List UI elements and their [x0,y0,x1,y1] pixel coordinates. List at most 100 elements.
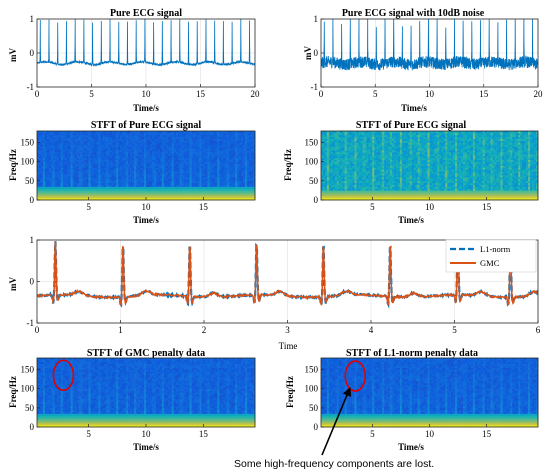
heatmap-cell [38,186,42,189]
heatmap-cell [155,188,159,191]
heatmap-cell [167,184,171,187]
heatmap-cell [64,196,68,199]
heatmap-cell [332,175,336,178]
heatmap-cell [130,132,133,136]
heatmap-cell [211,165,214,168]
heatmap-cell [144,144,147,147]
heatmap-cell [223,163,226,166]
heatmap-cell [64,171,68,174]
heatmap-cell [358,169,361,172]
plot-area [36,130,256,201]
heatmap-cell [130,194,133,197]
heatmap-cell [326,196,330,199]
heatmap-cell [195,132,198,136]
x-tick-label: 20 [534,89,544,99]
heatmap-cell [219,138,222,141]
heatmap-cell [84,180,87,184]
heatmap-cell [147,157,151,161]
heatmap-cell [163,177,167,180]
heatmap-cell [191,148,194,151]
heatmap-cell [108,167,111,170]
heatmap-cell [44,159,48,162]
heatmap-cell [72,136,75,139]
heatmap-cell [330,177,334,180]
heatmap-cell [328,150,332,153]
heatmap-cell [44,194,48,197]
heatmap-cell [336,159,340,162]
heatmap-cell [104,175,107,178]
heatmap-cell [227,155,230,159]
heatmap-cell [225,167,228,170]
heatmap-cell [243,154,246,157]
heatmap-cell [324,173,328,176]
heatmap-cell [203,173,206,176]
heatmap-cell [203,132,206,136]
heatmap-cell [215,132,218,136]
heatmap-cell [37,131,40,134]
heatmap-cell [46,171,50,174]
heatmap-cell [126,198,129,201]
heatmap-cell [344,134,347,138]
heatmap-cell [338,155,342,159]
heatmap-cell [338,144,342,147]
heatmap-cell [128,161,131,164]
heatmap-cell [100,184,103,187]
heatmap-cell [249,167,252,170]
heatmap-cell [183,177,186,180]
heatmap-cell [241,198,244,201]
heatmap-cell [366,138,369,141]
heatmap-cell [78,171,81,174]
heatmap-cell [130,196,133,199]
heatmap-cell [96,177,99,180]
heatmap-cell [177,165,180,168]
heatmap-cell [56,159,60,162]
heatmap-cell [239,142,242,145]
heatmap-cell [136,138,139,141]
heatmap-cell [64,178,68,182]
heatmap-cell [110,169,113,172]
heatmap-cell [229,186,232,189]
heatmap-cell [235,140,238,143]
heatmap-cell [217,163,220,166]
heatmap-cell [138,148,141,151]
heatmap-cell [46,178,50,182]
heatmap-cell [213,180,216,184]
heatmap-cell [37,171,40,174]
heatmap-cell [136,131,139,134]
heatmap-cell [66,180,70,184]
heatmap-cell [163,136,167,139]
heatmap-cell [346,192,349,195]
heatmap-cell [330,152,334,155]
heatmap-cell [211,167,214,170]
heatmap-cell [328,157,332,161]
heatmap-cell [189,196,192,199]
heatmap-cell [253,155,256,159]
heatmap-cell [241,161,244,164]
heatmap-cell [76,180,79,184]
heatmap-cell [235,163,238,166]
heatmap-cell [193,152,196,155]
heatmap-cell [108,196,111,199]
heatmap-cell [225,175,228,178]
heatmap-cell [233,180,236,184]
heatmap-cell [138,198,141,201]
heatmap-cell [92,173,95,176]
heatmap-cell [98,138,101,141]
heatmap-cell [322,169,326,172]
heatmap-cell [157,194,161,197]
heatmap-cell [74,155,77,159]
heatmap-cell [235,154,238,157]
heatmap-cell [169,173,173,176]
heatmap-cell [247,148,250,151]
heatmap-cell [88,188,91,191]
heatmap-cell [362,177,365,180]
heatmap-cell [340,165,343,168]
heatmap-cell [338,148,342,151]
heatmap-cell [56,190,60,193]
heatmap-cell [235,184,238,187]
heatmap-cell [94,196,97,199]
heatmap-cell [100,161,103,164]
heatmap-cell [213,171,216,174]
heatmap-cell [249,144,252,147]
heatmap-cell [233,161,236,164]
